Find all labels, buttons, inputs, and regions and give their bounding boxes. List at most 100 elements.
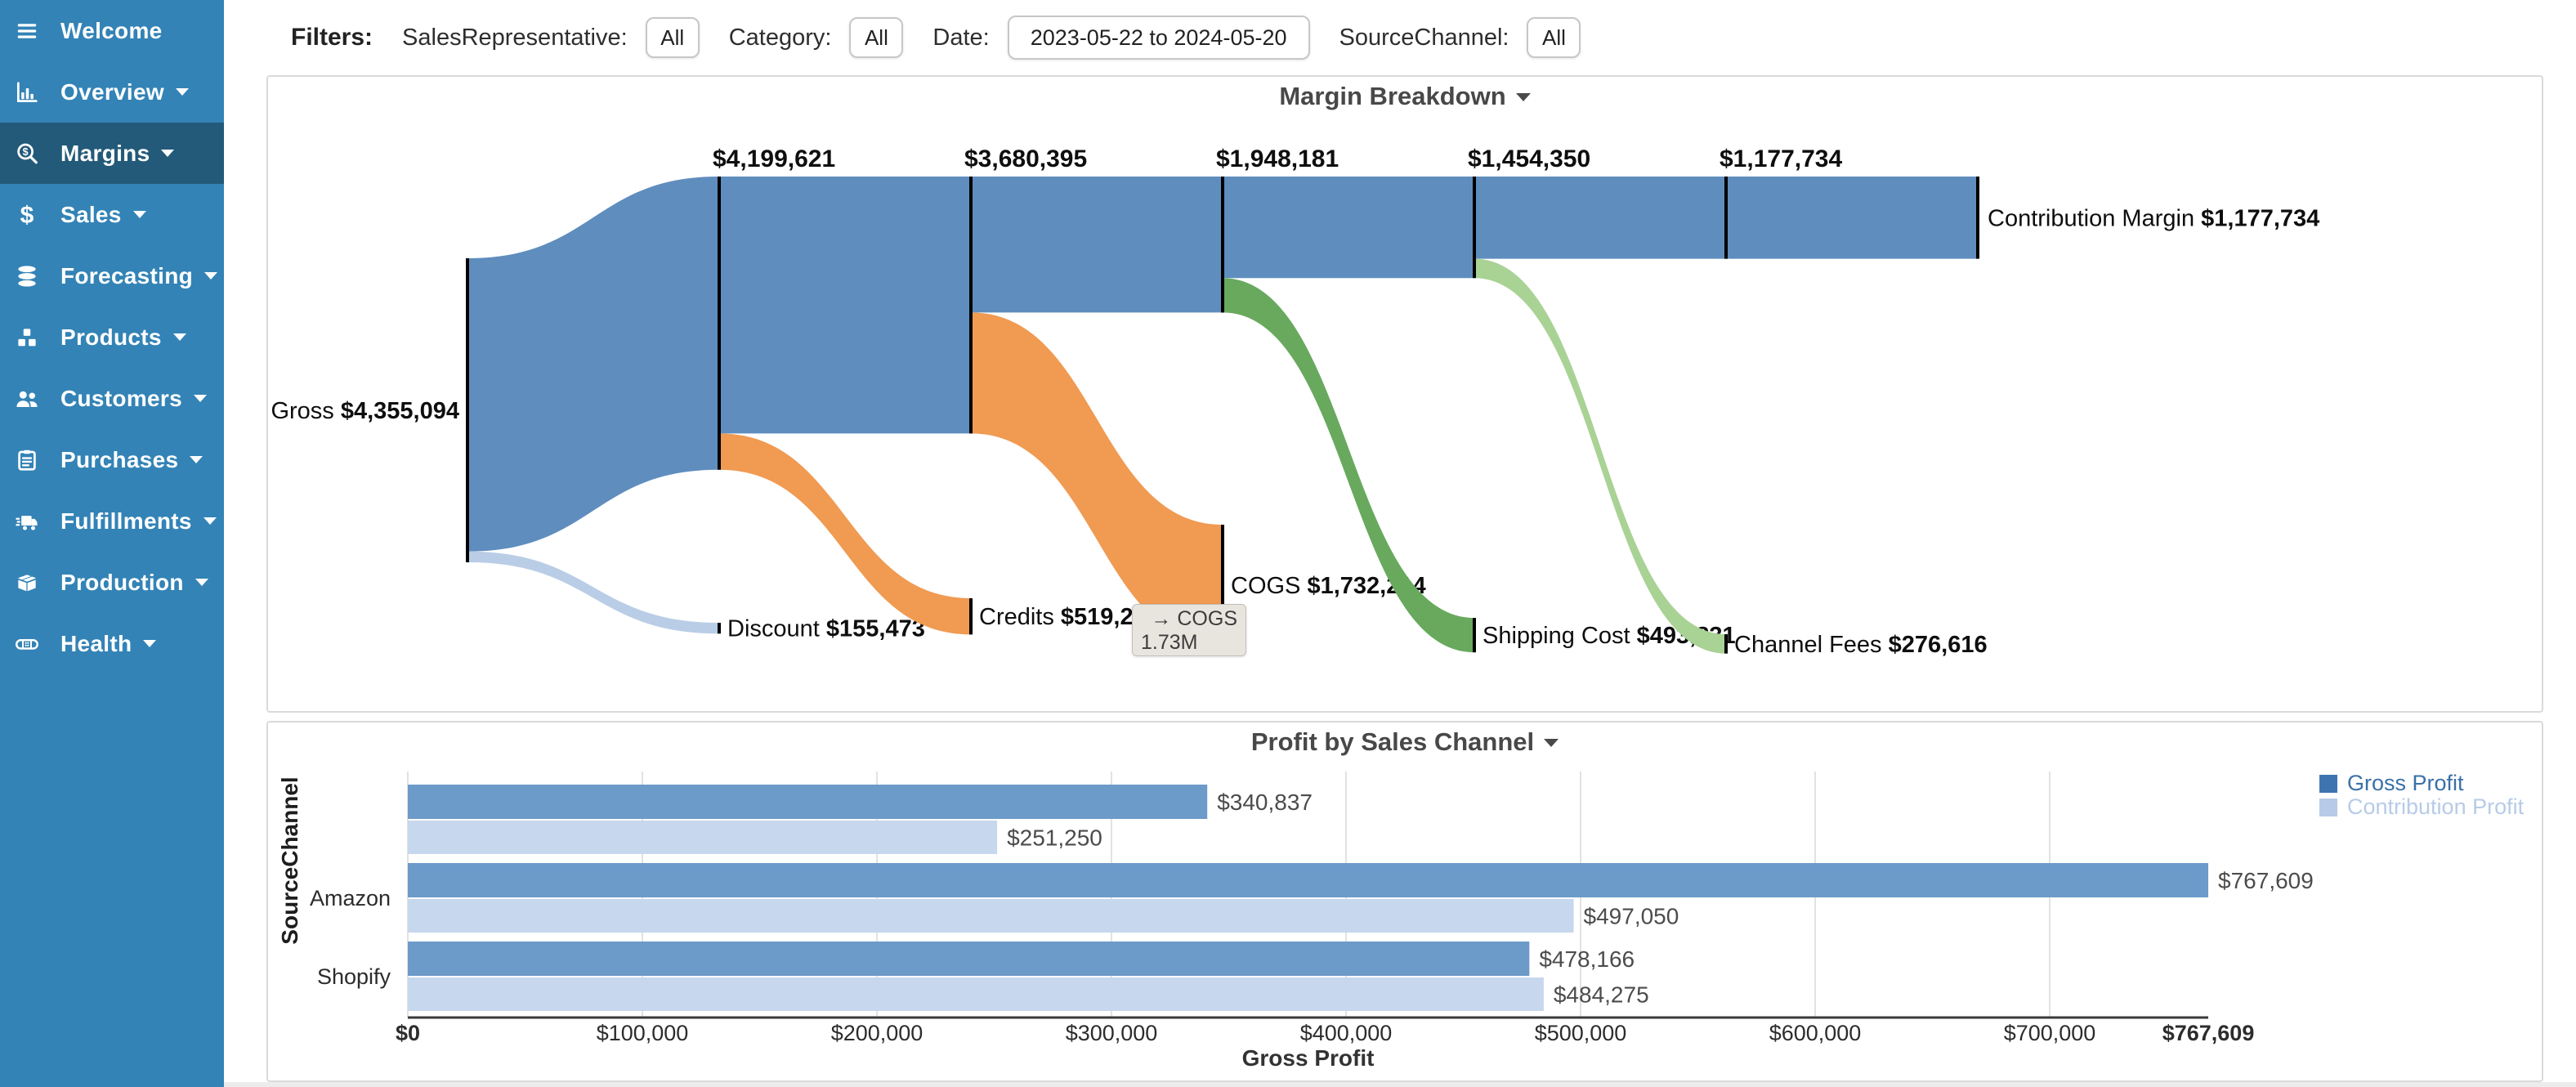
- sidebar-item-overview[interactable]: Overview: [0, 61, 224, 123]
- filter-label-category: Category:: [728, 24, 832, 51]
- sankey-label-gross: Gross $4,355,094: [271, 398, 459, 424]
- sidebar-item-production[interactable]: Production: [0, 552, 224, 613]
- filters-title: Filters:: [291, 24, 373, 51]
- page-bottom-strip: [224, 1082, 2576, 1087]
- bar-value-label: $497,050: [1584, 904, 1679, 929]
- filter-date-range-input[interactable]: 2023-05-22 to 2024-05-20: [1007, 16, 1310, 60]
- bar-contribution-profit-blank[interactable]: [408, 821, 998, 854]
- filter-sourcechannel-dropdown[interactable]: All: [1527, 17, 1581, 58]
- sidebar-item-forecasting[interactable]: Forecasting: [0, 245, 224, 306]
- category-label-shopify: Shopify: [317, 964, 391, 989]
- sankey-tooltip: → COGS 1.73M: [1132, 604, 1246, 656]
- bar-gross-profit-amazon[interactable]: [408, 863, 2209, 897]
- x-tick-label: $700,000: [2004, 1021, 2096, 1045]
- legend-swatch-contribution-profit[interactable]: [2319, 798, 2337, 816]
- tooltip-value: 1.73M: [1141, 631, 1198, 654]
- bar-contribution-profit-shopify[interactable]: [408, 977, 1544, 1011]
- bar-gross-profit-blank[interactable]: [408, 785, 1208, 819]
- customers-icon: [13, 385, 41, 413]
- chevron-down-icon: [1544, 739, 1559, 747]
- tooltip-target: → COGS: [1151, 607, 1237, 630]
- sidebar-item-health[interactable]: Health: [0, 613, 224, 674]
- sidebar-item-margins[interactable]: $ Margins: [0, 123, 224, 184]
- overview-icon: [13, 78, 41, 106]
- sankey-node-1[interactable]: [718, 177, 721, 470]
- sankey-node-3[interactable]: [1221, 177, 1224, 313]
- sidebar-item-label: Purchases: [60, 446, 179, 472]
- bar-contribution-profit-amazon[interactable]: [408, 899, 1574, 933]
- sankey-flow-main[interactable]: [1474, 177, 1726, 259]
- sidebar-item-label: Forecasting: [60, 262, 194, 289]
- chevron-down-icon: [175, 88, 189, 96]
- x-tick-label: $500,000: [1535, 1021, 1627, 1045]
- chevron-down-icon: [195, 579, 208, 586]
- filter-category-dropdown[interactable]: All: [849, 17, 904, 58]
- sankey-stage-value: $1,948,181: [1216, 145, 1339, 172]
- sidebar-item-products[interactable]: Products: [0, 306, 224, 368]
- category-label-amazon: Amazon: [310, 886, 391, 910]
- x-tick-label: $767,609: [2162, 1021, 2255, 1045]
- fulfillments-icon: [13, 508, 41, 535]
- margin-breakdown-title[interactable]: Margin Breakdown: [268, 82, 2542, 111]
- sankey-flow-discount[interactable]: [467, 551, 719, 634]
- purchases-icon: [13, 446, 41, 474]
- sidebar-item-label: Products: [60, 324, 162, 350]
- sidebar-item-sales[interactable]: $ Sales: [0, 184, 224, 245]
- sankey-flow-main[interactable]: [719, 177, 971, 434]
- bar-value-label: $478,166: [1539, 946, 1635, 972]
- products-icon: [13, 324, 41, 351]
- margins-icon: $: [13, 140, 41, 168]
- sankey-label-channel-fees: Channel Fees $276,616: [1734, 632, 1988, 658]
- sankey-flow-main[interactable]: [971, 177, 1223, 313]
- sidebar-item-label: Welcome: [60, 17, 163, 43]
- sidebar-item-purchases[interactable]: Purchases: [0, 429, 224, 490]
- sankey-node-0[interactable]: [466, 258, 469, 562]
- sankey-flow-credits[interactable]: [719, 433, 971, 635]
- bar-value-label: $484,275: [1554, 982, 1649, 1008]
- bar-value-label: $767,609: [2218, 868, 2314, 893]
- sankey-endpoint-shipping-cost[interactable]: [1473, 618, 1476, 653]
- bar-gross-profit-shopify[interactable]: [408, 942, 1530, 976]
- sankey-flow-cogs[interactable]: [971, 312, 1223, 646]
- legend-label-gross-profit[interactable]: Gross Profit: [2347, 771, 2464, 795]
- chevron-down-icon: [161, 150, 175, 157]
- health-icon: [13, 630, 41, 658]
- legend-swatch-gross-profit[interactable]: [2319, 775, 2337, 793]
- chart-title-text: Profit by Sales Channel: [1250, 727, 1535, 756]
- sankey-flow-main[interactable]: [1223, 177, 1474, 279]
- y-axis-title: SourceChannel: [277, 776, 302, 944]
- legend-label-contribution-profit[interactable]: Contribution Profit: [2347, 794, 2525, 819]
- sankey-label-contribution-margin: Contribution Margin $1,177,734: [1988, 205, 2319, 231]
- sankey-endpoint-credits[interactable]: [969, 598, 973, 635]
- sankey-flow-shipping-cost[interactable]: [1223, 278, 1474, 653]
- sidebar-item-label: Sales: [60, 201, 122, 227]
- x-tick-label: $0: [396, 1021, 420, 1045]
- filter-salesrepresentative-dropdown[interactable]: All: [645, 17, 700, 58]
- sankey-flow-channel-fees[interactable]: [1474, 258, 1726, 654]
- sankey-node-5[interactable]: [1724, 177, 1728, 259]
- bar-value-label: $251,250: [1007, 825, 1102, 851]
- sankey-node-4[interactable]: [1473, 177, 1476, 279]
- bar-value-label: $340,837: [1217, 790, 1313, 815]
- chevron-down-icon: [172, 333, 186, 341]
- sidebar-item-fulfillments[interactable]: Fulfillments: [0, 490, 224, 552]
- sankey-flow-main[interactable]: [467, 177, 719, 552]
- sankey-endpoint-channel-fees[interactable]: [1724, 634, 1728, 654]
- chevron-down-icon: [193, 395, 207, 402]
- sankey-flow-main[interactable]: [1726, 177, 1978, 259]
- sankey-endpoint-cogs[interactable]: [1221, 525, 1224, 646]
- sidebar-item-label: Health: [60, 630, 132, 656]
- sankey-node-2[interactable]: [969, 177, 973, 434]
- sankey-node-6[interactable]: [1976, 177, 1979, 259]
- sidebar-item-welcome[interactable]: Welcome: [0, 0, 224, 61]
- profit-by-channel-title[interactable]: Profit by Sales Channel: [268, 727, 2542, 757]
- svg-text:$: $: [23, 146, 29, 158]
- sidebar-item-label: Fulfillments: [60, 508, 192, 534]
- sankey-endpoint-discount[interactable]: [718, 623, 721, 634]
- x-tick-label: $100,000: [597, 1021, 689, 1045]
- chevron-down-icon: [190, 456, 203, 463]
- sidebar-item-customers[interactable]: Customers: [0, 368, 224, 429]
- bar-chart: $340,837 $767,609 $478,166 $251,250 $497,050…: [277, 771, 2525, 1071]
- sidebar: Welcome Overview $ Margins $ Sales Forecasting…: [0, 0, 224, 1087]
